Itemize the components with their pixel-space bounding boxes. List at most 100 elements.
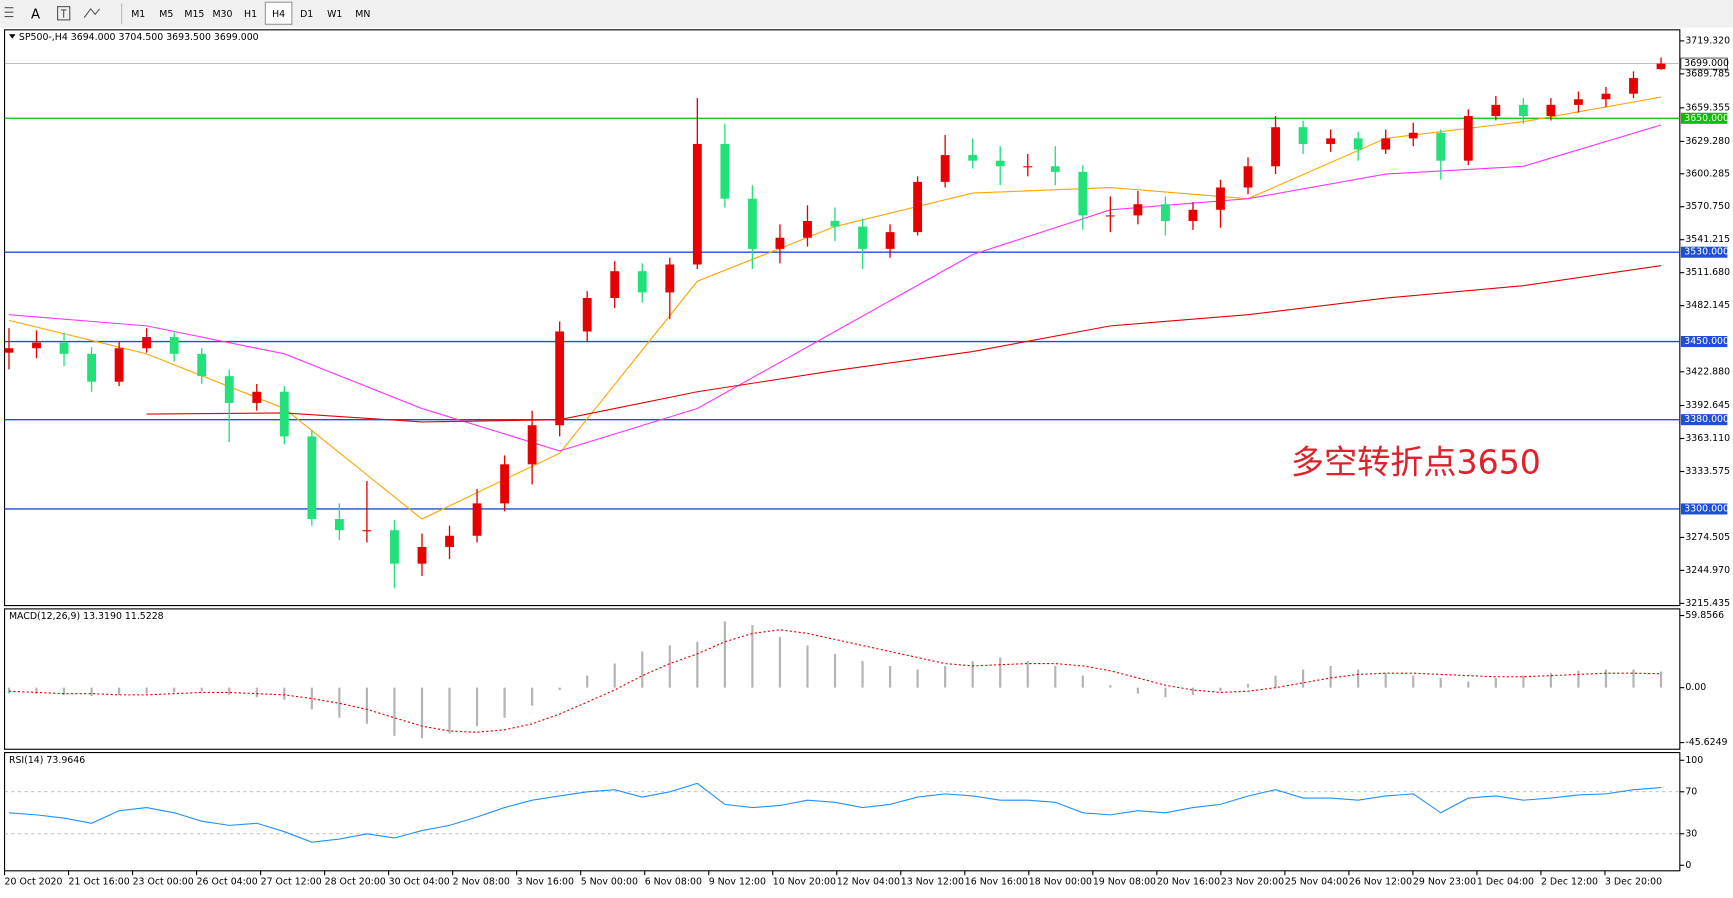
toolbar-icons — [4, 6, 101, 21]
candle-body — [362, 530, 372, 532]
x-tick-label: 26 Nov 12:00 — [1349, 876, 1412, 887]
macd-bar — [393, 687, 396, 736]
timeframe-button[interactable]: M15 — [184, 9, 204, 20]
y-tick-label: 3274.505 — [1685, 532, 1730, 543]
macd-bar — [806, 645, 809, 688]
candle-body — [1243, 166, 1253, 188]
macd-bar — [283, 687, 286, 700]
macd-bar — [1191, 687, 1195, 695]
macd-bar — [1054, 665, 1057, 688]
y-tick-label: 3689.785 — [1685, 68, 1730, 79]
macd-bar — [475, 687, 479, 727]
timeframe-button[interactable]: M1 — [131, 9, 145, 20]
macd-bar — [1357, 669, 1360, 688]
y-tick-label: 70 — [1685, 786, 1697, 797]
macd-bar — [861, 661, 864, 688]
y-tick-label: 3570.750 — [1685, 201, 1730, 212]
macd-bar — [1301, 669, 1305, 688]
candle-body — [1023, 166, 1033, 168]
macd-bar — [1494, 677, 1497, 688]
macd-bar — [1136, 687, 1139, 694]
candle-body — [940, 155, 950, 182]
candle-body — [1050, 166, 1060, 172]
rsi-line — [8, 782, 1662, 843]
timeframe-button[interactable]: D1 — [300, 9, 313, 20]
level-label: 3380.000 — [1684, 414, 1729, 425]
level-box — [1680, 246, 1728, 258]
macd-bar — [62, 687, 66, 695]
timeframe-button[interactable]: W1 — [327, 9, 342, 20]
y-tick-label: 3363.110 — [1685, 433, 1730, 444]
y-tick-label: 3719.320 — [1685, 35, 1730, 46]
x-tick-label: 23 Nov 20:00 — [1221, 876, 1284, 887]
macd-bar — [1632, 669, 1635, 688]
candle-body — [1326, 138, 1336, 144]
candle-body — [665, 264, 675, 293]
timeframe-button[interactable]: H1 — [244, 9, 257, 20]
y-tick-label: 100 — [1685, 755, 1703, 766]
level-box — [1680, 414, 1728, 426]
macd-bar — [723, 621, 726, 688]
x-tick-label: 26 Oct 04:00 — [197, 876, 258, 887]
candle-body — [1463, 116, 1473, 161]
candle-body — [1601, 93, 1611, 100]
macd-bar — [833, 653, 837, 688]
x-tick-label: 2 Dec 12:00 — [1541, 876, 1598, 887]
y-tick-label: 3333.575 — [1685, 466, 1730, 477]
toolbar-button[interactable]: A — [31, 7, 40, 22]
macd-bar — [1522, 675, 1525, 688]
macd-bar — [420, 687, 424, 739]
timeframe-button[interactable]: M30 — [212, 9, 232, 20]
active-button — [264, 1, 293, 25]
candle-body — [775, 237, 785, 249]
candle-body — [224, 376, 234, 403]
main-panel — [3, 29, 1681, 607]
x-tick-label: 20 Oct 2020 — [5, 876, 63, 887]
macd-bar — [1659, 671, 1663, 688]
candle-body — [692, 143, 702, 265]
x-tick-label: 3 Dec 20:00 — [1605, 876, 1662, 887]
macd-bar — [778, 637, 782, 688]
macd-panel — [3, 608, 1681, 750]
candle-body — [885, 232, 895, 249]
candle-body — [1298, 127, 1308, 144]
macd-bar — [310, 687, 313, 710]
candle-body — [1546, 104, 1556, 117]
candle-body — [500, 464, 510, 504]
x-tick-label: 5 Nov 00:00 — [581, 876, 638, 887]
y-tick-label: 0 — [1685, 860, 1691, 871]
candle-body — [307, 436, 317, 520]
y-tick-label: 3422.880 — [1685, 366, 1730, 377]
macd-bar — [1604, 669, 1608, 688]
x-tick-label: 13 Nov 12:00 — [901, 876, 964, 887]
level-label: 3450.000 — [1684, 336, 1729, 347]
candle-body — [1381, 138, 1391, 150]
rsi-panel — [3, 751, 1681, 872]
macd-bar — [971, 661, 974, 688]
macd-bar — [1164, 687, 1167, 698]
candle-body — [59, 342, 69, 354]
timeframe-button[interactable]: H4 — [272, 9, 285, 20]
candle-body — [582, 297, 592, 332]
collapse-arrow — [8, 34, 16, 39]
candle-body — [4, 348, 14, 353]
timeframe-button[interactable]: M5 — [159, 9, 173, 20]
timeframe-button[interactable]: MN — [355, 9, 370, 20]
macd-bar — [1329, 665, 1332, 688]
macd-bar — [1246, 684, 1250, 688]
macd-bar — [1274, 675, 1277, 688]
level-label: 3530.000 — [1684, 247, 1729, 258]
x-tick-label: 27 Oct 12:00 — [261, 876, 322, 887]
candle-body — [1518, 104, 1528, 117]
level-label: 3650.000 — [1684, 113, 1729, 124]
macd-bar — [668, 645, 671, 688]
level-box — [1680, 112, 1728, 124]
x-tick-label: 18 Nov 00:00 — [1029, 876, 1092, 887]
macd-bar — [558, 687, 561, 691]
x-tick-label: 20 Nov 16:00 — [1157, 876, 1220, 887]
y-tick-label: 59.8566 — [1685, 610, 1724, 621]
candle-body — [279, 391, 289, 437]
y-tick-label: 3629.280 — [1685, 136, 1730, 147]
